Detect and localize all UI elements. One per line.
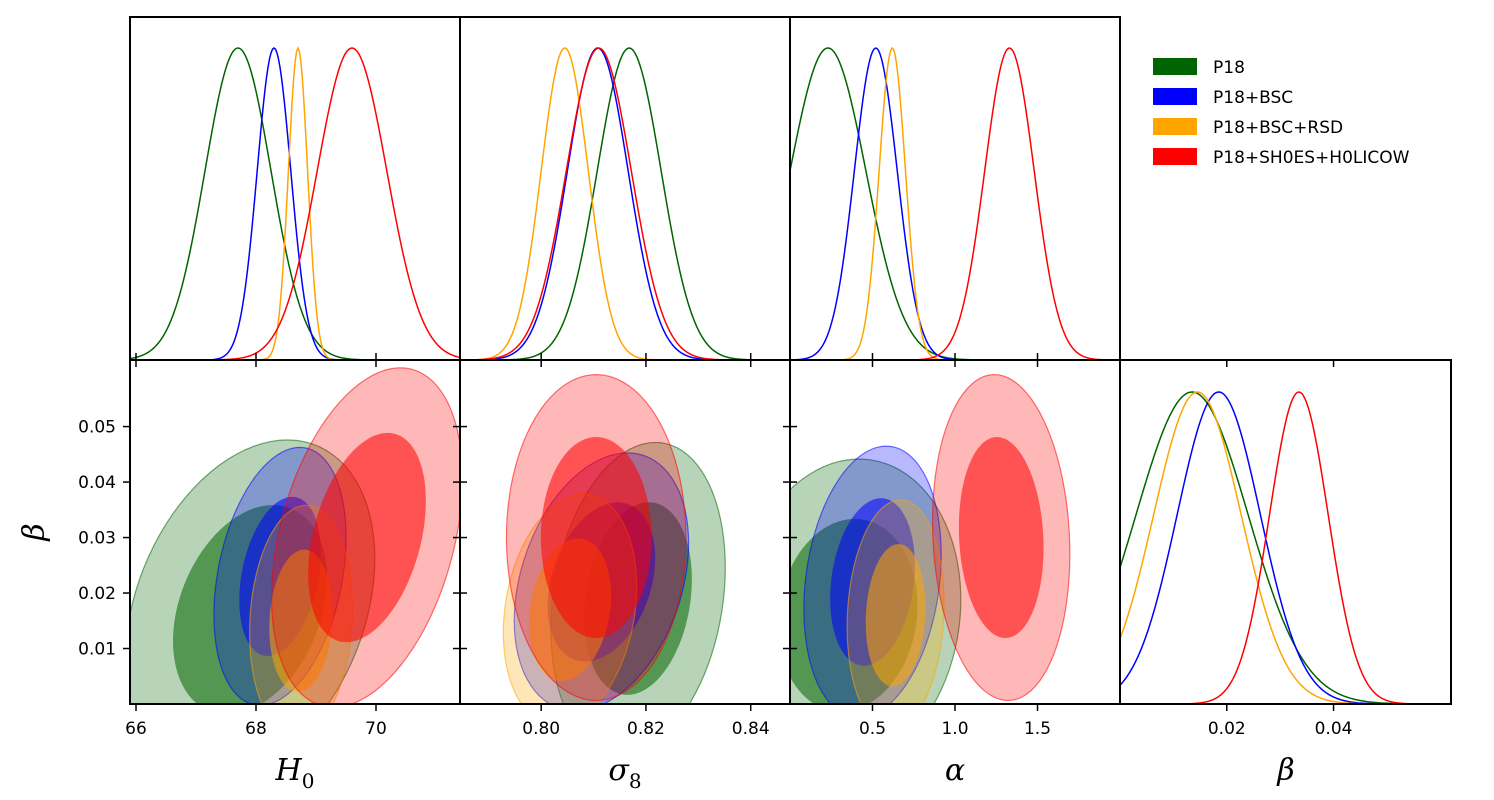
x-tick-label-H0: 66	[125, 719, 147, 739]
marginal-sigma8-p18-sh0es-h0licow	[460, 47, 790, 360]
marginal-beta	[1120, 391, 1451, 704]
x-axis-label-sigma8: σ8	[608, 753, 641, 793]
x-axis-label-H0: H0	[275, 753, 315, 793]
joint-sigma8-beta	[502, 374, 726, 704]
contour-68-alpha-p18-sh0es-h0licow	[958, 437, 1044, 639]
legend-swatch-p18	[1153, 58, 1197, 75]
x-tick-label-beta: 0.04	[1315, 719, 1353, 739]
x-tick-label-sigma8: 0.84	[732, 719, 770, 739]
marginal-H0-p18-sh0es-h0licow	[130, 47, 460, 360]
x-tick-label-sigma8: 0.82	[627, 719, 665, 739]
marginal-alpha	[790, 46, 1120, 360]
x-tick-label-alpha: 0.5	[859, 719, 886, 739]
x-tick-label-alpha: 1.0	[941, 719, 968, 739]
legend-label-p18: P18	[1213, 58, 1245, 78]
y-tick-label-beta: 0.05	[78, 418, 116, 438]
joint-H0-beta	[130, 367, 460, 704]
x-axis-label-sub-sigma8: 8	[629, 769, 642, 793]
marginal-H0-p18	[130, 47, 460, 360]
x-tick-label-beta: 0.02	[1208, 719, 1246, 739]
marginal-alpha-p18-sh0es-h0licow	[790, 47, 1120, 360]
legend: P18 P18+BSC P18+BSC+RSD P18+SH0ES+H0LICOW	[1153, 58, 1410, 168]
panel-frame-3-1	[1119, 359, 1452, 705]
x-axis-label-alpha: α	[945, 753, 965, 788]
y-tick-label-beta: 0.02	[78, 584, 116, 604]
contour-68-alpha-p18-bsc-rsd	[865, 544, 926, 687]
contour-68-sigma8-p18-sh0es-h0licow	[540, 437, 652, 639]
marginal-sigma8	[460, 47, 790, 360]
marginal-beta-p18-bsc	[1120, 391, 1451, 704]
panel-frame-2-0	[789, 16, 1121, 361]
legend-label-p18-bsc: P18+BSC	[1213, 88, 1293, 108]
y-tick-label-beta: 0.04	[78, 473, 116, 493]
marginal-alpha-p18-bsc-rsd	[790, 46, 1120, 360]
legend-swatch-p18-bsc	[1153, 88, 1197, 105]
legend-label-p18-sh0es-h0licow: P18+SH0ES+H0LICOW	[1213, 148, 1410, 168]
y-axis-label-beta: β	[17, 523, 52, 541]
x-tick-label-H0: 68	[245, 719, 267, 739]
x-tick-label-H0: 70	[365, 719, 387, 739]
marginal-sigma8-p18-bsc-rsd	[460, 47, 790, 360]
x-tick-label-sigma8: 0.80	[522, 719, 560, 739]
legend-swatch-p18-bsc-rsd	[1153, 118, 1197, 135]
x-tick-label-alpha: 1.5	[1024, 719, 1051, 739]
joint-alpha-beta	[790, 373, 1071, 704]
marginal-H0-p18-bsc	[130, 47, 460, 360]
legend-swatch-p18-sh0es-h0licow	[1153, 148, 1197, 165]
x-axis-label-beta: β	[1276, 753, 1294, 788]
marginal-alpha-p18-bsc	[790, 47, 1120, 360]
marginal-alpha-p18	[790, 47, 1120, 360]
legend-label-p18-bsc-rsd: P18+BSC+RSD	[1213, 118, 1343, 138]
marginal-H0-p18-bsc-rsd	[130, 45, 460, 360]
y-tick-label-beta: 0.03	[78, 529, 116, 549]
marginal-H0	[130, 45, 460, 360]
marginal-sigma8-p18	[460, 47, 790, 360]
marginal-sigma8-p18-bsc	[460, 47, 790, 360]
panel-frame-1-0	[459, 16, 791, 361]
contour-68-H0-p18-sh0es-h0licow	[308, 432, 426, 643]
y-tick-label-beta: 0.01	[78, 640, 116, 660]
x-axis-label-sub-H0: 0	[302, 769, 315, 793]
